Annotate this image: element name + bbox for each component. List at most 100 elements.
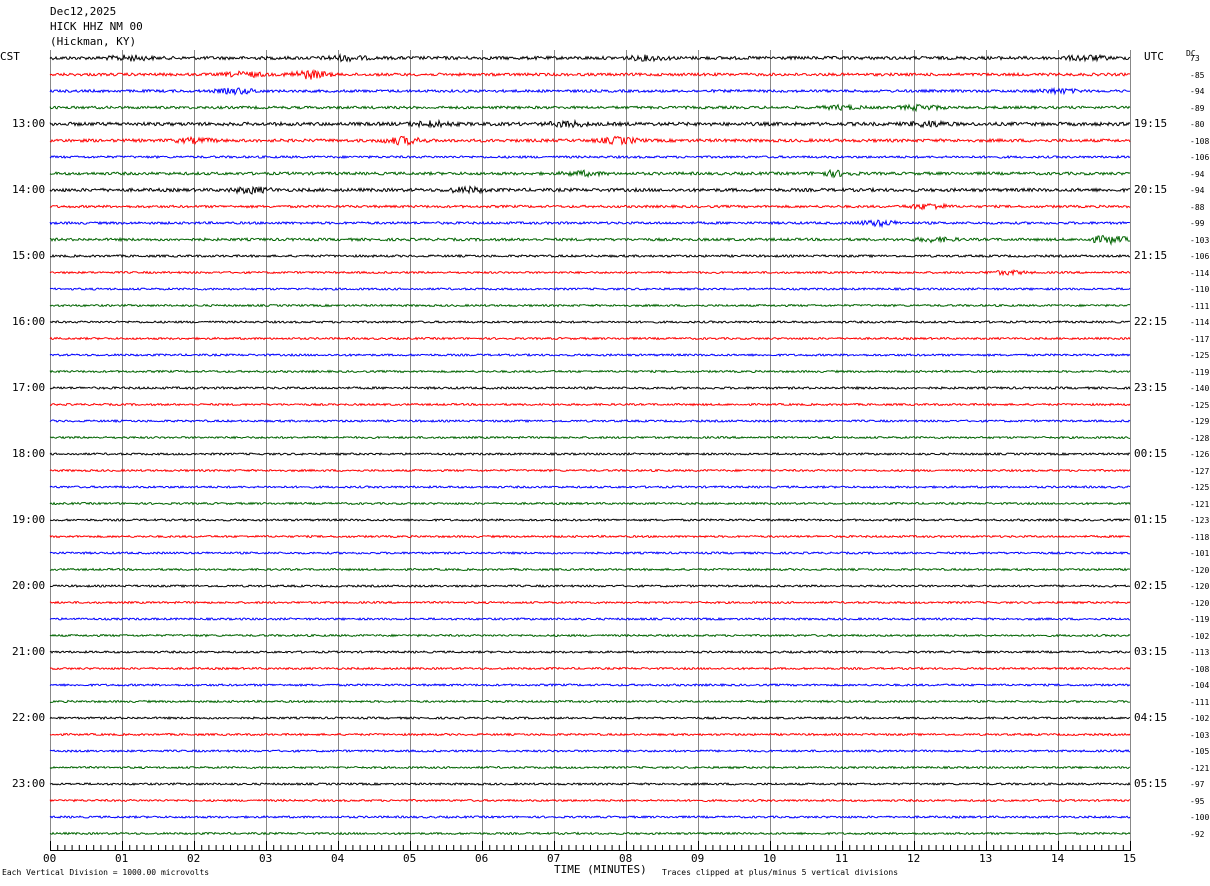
dc-offset-label: -140: [1190, 384, 1210, 393]
right-hour-label: 01:15: [1134, 513, 1168, 526]
trace-8: [49, 185, 1131, 195]
left-hour-label: 23:00: [12, 777, 46, 790]
dc-offset-label: -118: [1190, 532, 1210, 542]
dc-offset-label: -101: [1190, 549, 1210, 558]
x-tick-label: 05: [403, 852, 417, 865]
dc-offset-label: -106: [1190, 252, 1210, 261]
dc-offset-label: -108: [1190, 136, 1210, 146]
trace-47: [49, 831, 1131, 836]
minute-gridlines: [50, 50, 1131, 850]
dc-offset-label: -114: [1190, 268, 1210, 278]
dc-offset-label: -94: [1190, 169, 1205, 179]
dc-offset-label: -89: [1190, 103, 1205, 113]
dc-offset-label: -103: [1190, 235, 1210, 245]
x-tick-label: 01: [115, 852, 129, 865]
dc-offset-label: -80: [1190, 120, 1205, 129]
x-axis-title: TIME (MINUTES): [554, 863, 647, 876]
right-hour-label: 04:15: [1134, 711, 1168, 724]
trace-1: [49, 69, 1131, 80]
trace-28: [49, 517, 1131, 523]
x-tick-label: 15: [1123, 852, 1137, 865]
left-hour-label: 19:00: [12, 513, 46, 526]
dc-offset-label: -102: [1190, 631, 1210, 641]
trace-22: [49, 418, 1131, 424]
trace-5: [49, 135, 1131, 147]
trace-16: [49, 319, 1131, 324]
left-hour-label: 22:00: [12, 711, 46, 724]
dc-offset-label: -128: [1190, 433, 1210, 443]
x-tick-label: 04: [331, 852, 345, 865]
trace-41: [49, 732, 1131, 737]
dc-offset-label: -121: [1190, 763, 1210, 773]
x-tick-label: 08: [619, 852, 633, 865]
dc-offset-label: -127: [1190, 466, 1210, 476]
trace-35: [49, 633, 1131, 638]
clip-note: Traces clipped at plus/minus 5 vertical …: [662, 868, 899, 877]
dc-offset-label: -103: [1190, 730, 1210, 740]
trace-31: [49, 567, 1131, 572]
left-timezone-label: CST: [0, 50, 20, 63]
trace-25: [49, 468, 1131, 473]
x-tick-label: 09: [691, 852, 705, 865]
dc-offset-label: -119: [1190, 615, 1210, 624]
dc-offset-label: -99: [1190, 219, 1205, 228]
right-timezone-label: UTC: [1144, 50, 1164, 63]
trace-30: [49, 550, 1131, 556]
right-hour-label: 05:15: [1134, 777, 1168, 790]
dc-offset-label: -120: [1190, 582, 1210, 591]
dc-offset-label: -125: [1190, 483, 1210, 492]
trace-3: [49, 103, 1131, 113]
dc-offset-label: -105: [1190, 747, 1210, 756]
trace-43: [49, 765, 1131, 770]
time-axis: [50, 841, 1131, 851]
trace-33: [49, 600, 1131, 605]
right-hour-label: 20:15: [1134, 183, 1168, 196]
x-tick-label: 11: [835, 852, 849, 865]
trace-0: [49, 52, 1131, 63]
dc-offset-label: -92: [1190, 829, 1205, 839]
seismic-traces: [49, 52, 1131, 836]
x-tick-label: 12: [907, 852, 921, 865]
trace-37: [49, 666, 1131, 671]
trace-38: [49, 682, 1131, 688]
trace-12: [49, 253, 1131, 259]
trace-23: [49, 435, 1131, 440]
dc-offset-label: -125: [1190, 351, 1210, 360]
dc-offset-label: -94: [1190, 87, 1205, 96]
trace-46: [49, 814, 1131, 820]
dc-offset-label: -102: [1190, 714, 1210, 723]
left-hour-label: 20:00: [12, 579, 46, 592]
right-hour-label: 02:15: [1134, 579, 1168, 592]
trace-42: [49, 749, 1131, 753]
dc-offset-label: -114: [1190, 318, 1210, 327]
dc-offset-label: -121: [1190, 499, 1210, 509]
trace-13: [49, 269, 1131, 277]
dc-offset-label: -88: [1190, 202, 1205, 212]
trace-24: [49, 452, 1131, 456]
dc-offset-label: -113: [1190, 648, 1210, 657]
dc-offset-label: -119: [1190, 367, 1210, 377]
dc-offset-label: 73: [1190, 54, 1200, 63]
dc-offset-label: -104: [1190, 681, 1210, 690]
trace-40: [49, 715, 1131, 721]
station-label: HICK HHZ NM 00: [50, 20, 143, 33]
x-tick-label: 02: [187, 852, 201, 865]
trace-21: [49, 402, 1131, 407]
right-hour-label: 19:15: [1134, 117, 1168, 130]
x-tick-label: 00: [43, 852, 57, 865]
dc-offset-label: -111: [1190, 301, 1210, 311]
trace-32: [49, 584, 1131, 589]
trace-9: [49, 202, 1131, 211]
trace-39: [49, 699, 1131, 704]
trace-36: [49, 649, 1131, 655]
trace-27: [49, 501, 1131, 506]
left-hour-label: 17:00: [12, 381, 46, 394]
x-tick-label: 13: [979, 852, 993, 865]
trace-6: [49, 154, 1131, 160]
dc-offset-label: -108: [1190, 664, 1210, 674]
right-hour-label: 03:15: [1134, 645, 1168, 658]
right-hour-label: 21:15: [1134, 249, 1168, 262]
dc-offset-label: -110: [1190, 285, 1210, 294]
trace-4: [49, 118, 1131, 129]
